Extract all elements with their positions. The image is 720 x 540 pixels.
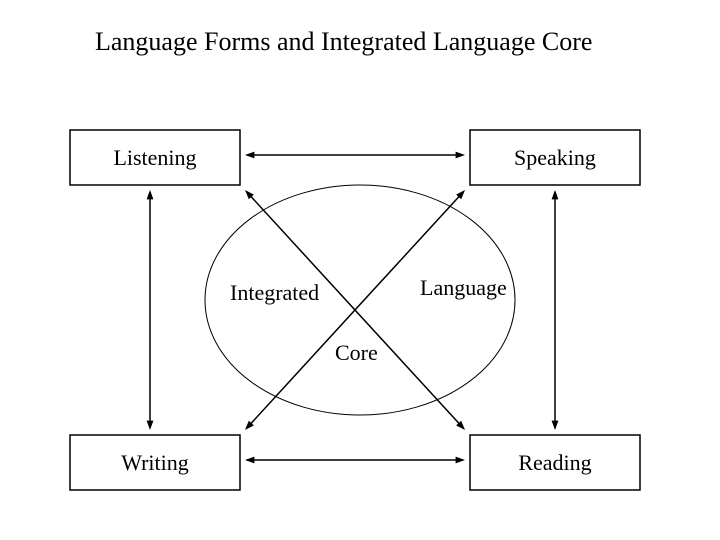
box-reading-label: Reading (518, 450, 591, 475)
label-core: Core (335, 340, 378, 365)
label-language: Language (420, 275, 507, 300)
box-speaking: Speaking (470, 130, 640, 185)
box-writing: Writing (70, 435, 240, 490)
box-listening: Listening (70, 130, 240, 185)
diagram-title: Language Forms and Integrated Language C… (95, 27, 592, 56)
box-reading: Reading (470, 435, 640, 490)
box-speaking-label: Speaking (514, 145, 596, 170)
label-integrated: Integrated (230, 280, 319, 305)
box-writing-label: Writing (121, 450, 189, 475)
arrows-group (147, 152, 559, 464)
box-listening-label: Listening (113, 145, 196, 170)
